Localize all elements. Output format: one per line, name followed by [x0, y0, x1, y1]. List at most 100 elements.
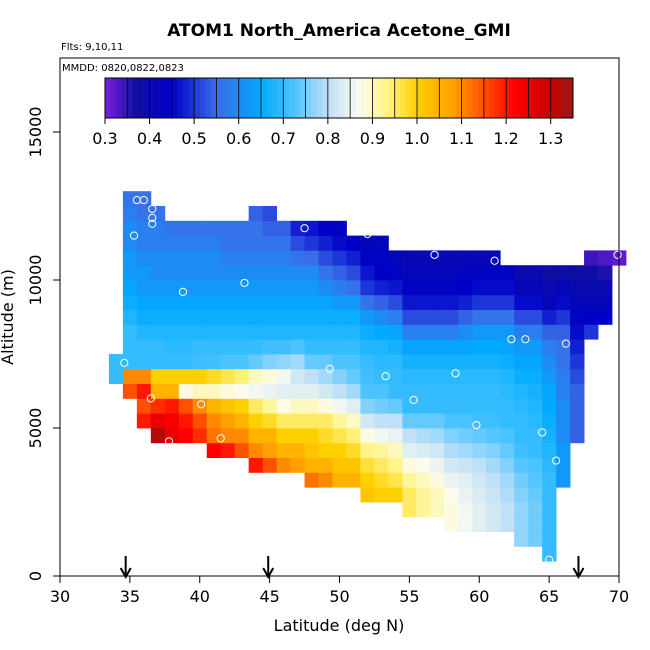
- heatmap-cell: [430, 398, 445, 414]
- heatmap-cell: [486, 457, 501, 473]
- heatmap-cell: [206, 309, 222, 325]
- heatmap-cell: [234, 398, 250, 414]
- heatmap-cell: [374, 472, 389, 488]
- observation-point: [561, 339, 570, 348]
- heatmap-cell: [500, 472, 515, 488]
- heatmap-cell: [556, 442, 571, 458]
- heatmap-cell: [500, 398, 515, 414]
- heatmap-cell: [178, 309, 194, 325]
- heatmap-cell: [122, 309, 138, 325]
- colorbar-segment: [288, 78, 295, 118]
- heatmap-cell: [500, 487, 515, 503]
- colorbar-segment: [316, 78, 323, 118]
- heatmap-cell: [332, 398, 347, 414]
- observation-point: [409, 395, 418, 404]
- heatmap-cell: [542, 265, 557, 281]
- heatmap-cell: [206, 294, 222, 310]
- heatmap-cell: [220, 280, 236, 296]
- colorbar-segment: [450, 78, 457, 118]
- heatmap-cell: [332, 280, 347, 296]
- heatmap-cell: [332, 368, 347, 384]
- colorbar-segment: [177, 78, 184, 118]
- heatmap-cell: [248, 354, 264, 370]
- heatmap-cell: [528, 324, 543, 340]
- heatmap-cell: [150, 428, 166, 444]
- heatmap-cell: [458, 324, 473, 340]
- heatmap-cell: [276, 428, 291, 444]
- heatmap-cell: [514, 442, 529, 458]
- heatmap-cell: [318, 368, 333, 384]
- heatmap-cell: [136, 398, 152, 414]
- heatmap-cell: [472, 457, 487, 473]
- colorbar-segment: [534, 78, 541, 118]
- heatmap-cell: [528, 457, 543, 473]
- heatmap-cell: [458, 516, 473, 532]
- heatmap-cell: [472, 354, 487, 370]
- heatmap-cell: [402, 413, 417, 429]
- x-axis-label: Latitude (deg N): [274, 616, 405, 635]
- heatmap-cell: [542, 280, 557, 296]
- heatmap-cell: [472, 339, 487, 355]
- heatmap-cell: [374, 250, 389, 266]
- colorbar-segment: [339, 78, 346, 118]
- colorbar-segment: [355, 78, 362, 118]
- colorbar-segment: [372, 78, 379, 118]
- heatmap-cell: [262, 354, 278, 370]
- heatmap-cell: [220, 294, 236, 310]
- heatmap-cell: [556, 354, 571, 370]
- observation-point: [538, 428, 547, 437]
- heatmap-cell: [248, 220, 264, 236]
- heatmap-cell: [150, 413, 166, 429]
- heatmap-cell: [388, 398, 403, 414]
- colorbar-segment: [478, 78, 485, 118]
- heatmap-cell: [332, 339, 347, 355]
- colorbar-segment: [311, 78, 318, 118]
- heatmap-cell: [220, 309, 236, 325]
- colorbar-segment: [238, 78, 245, 118]
- heatmap-cell: [164, 428, 180, 444]
- colorbar-segment: [227, 78, 234, 118]
- heatmap-cell: [528, 531, 543, 547]
- heatmap-cell: [430, 294, 445, 310]
- heatmap-cell: [360, 457, 375, 473]
- heatmap-cell: [528, 502, 543, 518]
- heatmap-cell: [430, 280, 445, 296]
- heatmap-cell: [584, 324, 599, 340]
- heatmap-cell: [136, 191, 152, 207]
- heatmap-cell: [220, 339, 236, 355]
- heatmap-cell: [346, 457, 361, 473]
- heatmap-cell: [318, 383, 333, 399]
- heatmap-cell: [150, 383, 166, 399]
- heatmap-cell: [304, 413, 319, 429]
- heatmap-cell: [528, 339, 543, 355]
- heatmap-cell: [388, 428, 403, 444]
- heatmap-cell: [332, 235, 347, 251]
- heatmap-cell: [598, 280, 613, 296]
- heatmap-cell: [304, 442, 319, 458]
- heatmap-cell: [374, 235, 389, 251]
- heatmap-cell: [290, 250, 305, 266]
- heatmap-cell: [136, 339, 152, 355]
- heatmap-cell: [346, 309, 361, 325]
- observation-point: [381, 372, 390, 381]
- colorbar-segment: [411, 78, 418, 118]
- latitude-markers: [119, 556, 585, 580]
- heatmap-cell: [486, 472, 501, 488]
- heatmap-cell: [542, 516, 557, 532]
- heatmap-cell: [136, 206, 152, 222]
- heatmap-cell: [514, 472, 529, 488]
- heatmap-cell: [262, 442, 278, 458]
- heatmap-cell: [164, 368, 180, 384]
- heatmap-cell: [542, 457, 557, 473]
- heatmap-cell: [318, 398, 333, 414]
- heatmap-cell: [514, 516, 529, 532]
- heatmap-cell: [248, 250, 264, 266]
- heatmap-cell: [122, 383, 138, 399]
- heatmap-cell: [388, 472, 403, 488]
- heatmap-cell: [486, 354, 501, 370]
- heatmap-cell: [164, 309, 180, 325]
- colorbar-segment: [199, 78, 206, 118]
- heatmap-cell: [542, 354, 557, 370]
- heatmap-cell: [570, 280, 585, 296]
- heatmap-cell: [416, 265, 431, 281]
